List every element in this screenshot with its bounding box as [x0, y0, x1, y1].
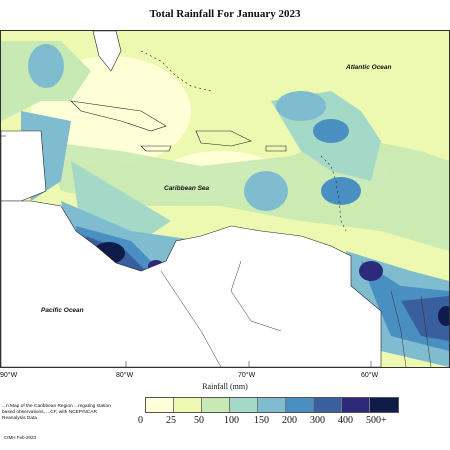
map-title: Total Rainfall For January 2023: [149, 8, 301, 20]
legend-labels: 0 25 50 100 150 200 300 400 500+: [138, 415, 418, 429]
island-cuba: [70, 100, 167, 132]
lon-tick-60w: 60°W: [361, 372, 379, 379]
legend-label-150: 150: [254, 415, 269, 426]
lon-tick-90w: 90°W: [0, 372, 18, 379]
legend-label-500plus: 500+: [366, 415, 387, 426]
map-caption: ...n Map of the Caribbean Region ...rega…: [2, 404, 111, 421]
land-south-america: [1, 200, 382, 367]
border-guyana: [390, 290, 407, 367]
island-jamaica: [140, 145, 172, 152]
wet-patch-atlantic: [276, 91, 326, 121]
legend-swatch-3: [230, 398, 258, 412]
legend-swatch-6: [314, 398, 342, 412]
legend-label-100: 100: [224, 415, 239, 426]
legend-axis-title: Rainfall (mm): [202, 382, 248, 391]
legend-label-50: 50: [194, 415, 204, 426]
wet-patch-gulf: [28, 44, 64, 88]
legend-label-0: 0: [138, 415, 143, 426]
legend-swatch-4: [258, 398, 286, 412]
legend-label-300: 300: [310, 415, 325, 426]
rainfall-map-canvas: [1, 31, 449, 367]
rainfall-map: Atlantic Ocean Caribbean Sea Pacific Oce…: [0, 30, 450, 368]
island-puerto-rico: [265, 145, 287, 152]
land-florida: [92, 31, 122, 72]
max-rain-guiana: [438, 306, 449, 326]
label-caribbean-sea: Caribbean Sea: [164, 185, 210, 192]
legend-swatch-1: [174, 398, 202, 412]
lon-tick-70w: 70°W: [238, 372, 256, 379]
rainfall-legend: [145, 397, 399, 413]
border-suriname: [420, 295, 432, 367]
map-credit: CIMH Feb-2023: [4, 435, 37, 440]
legend-label-400: 400: [338, 415, 353, 426]
islands-lesser-antilles: [320, 155, 347, 232]
legend-swatch-7: [342, 398, 370, 412]
legend-label-25: 25: [166, 415, 176, 426]
wet-patch-lesser-antilles: [321, 177, 361, 205]
border-venezuela: [230, 260, 282, 332]
island-hispaniola: [195, 130, 252, 147]
legend-swatch-2: [202, 398, 230, 412]
wet-patch-trinidad: [359, 261, 383, 281]
legend-swatch-5: [286, 398, 314, 412]
label-atlantic-ocean: Atlantic Ocean: [346, 64, 392, 71]
label-pacific-ocean: Pacific Ocean: [41, 307, 84, 314]
legend-swatch-8: [370, 398, 398, 412]
legend-swatch-0: [146, 398, 174, 412]
wet-patch-south-carib: [244, 171, 288, 211]
border-colombia-venezuela: [160, 270, 222, 367]
wet-patch-antilles: [313, 119, 349, 143]
legend-label-200: 200: [282, 415, 297, 426]
land-yucatan: [1, 130, 47, 202]
lon-tick-80w: 80°W: [116, 372, 134, 379]
very-wet-band-guianas: [401, 296, 449, 341]
